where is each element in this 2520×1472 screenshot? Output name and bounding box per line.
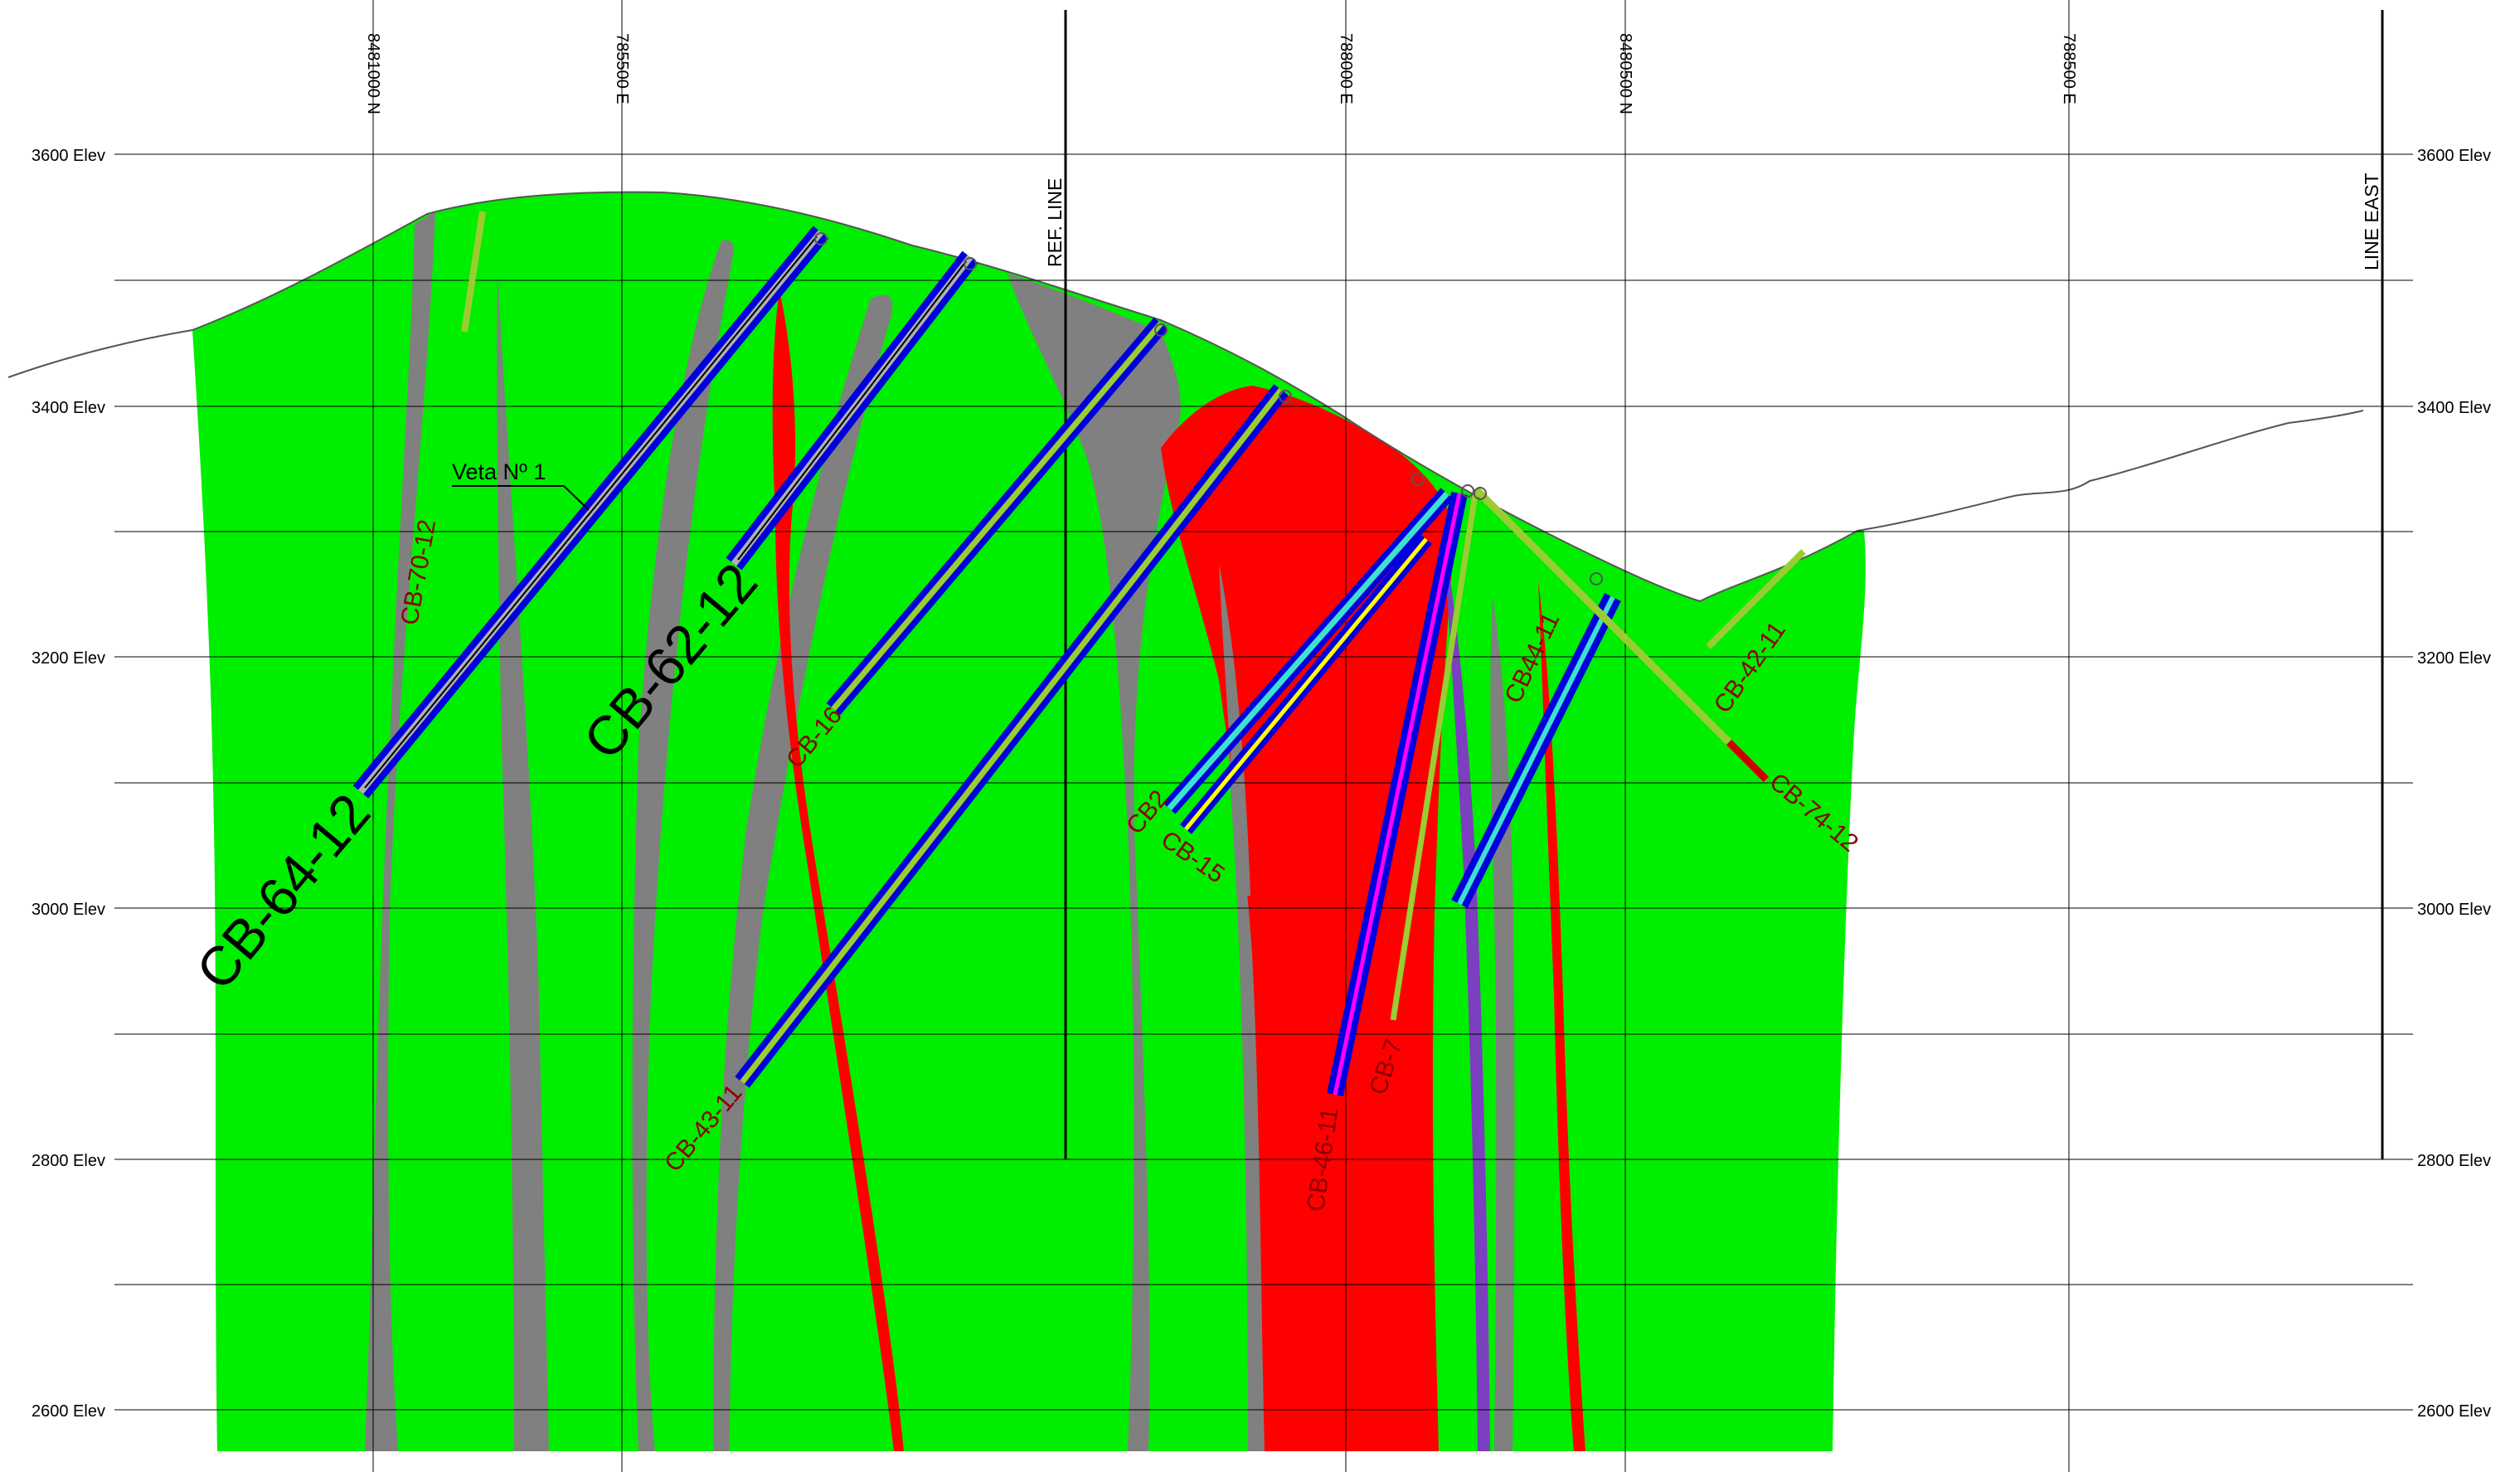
vein-label: Veta Nº 1 [452, 459, 546, 484]
grid-label-788500e: 788500 E [2060, 33, 2078, 104]
elev-label-3200-left: 3200 Elev [32, 649, 105, 668]
grid-label-788000e: 788000 E [1337, 33, 1355, 104]
drill-hole-cb74 [1473, 486, 1770, 783]
grid-label-785500e: 785500 E [613, 33, 631, 104]
elev-label-3400-left: 3400 Elev [32, 399, 105, 417]
drill-hole-cb42 [1706, 549, 1806, 649]
elev-label-3600-left: 3600 Elev [32, 147, 105, 165]
elev-label-3000-right: 3000 Elev [2417, 901, 2491, 919]
elev-label-3400-right: 3400 Elev [2417, 399, 2491, 417]
line-east-label: LINE EAST [2361, 172, 2382, 270]
drill-hole-cb70 [461, 211, 486, 333]
grid-label-8481000n: 8481000 N [364, 33, 382, 114]
dike-4 [713, 295, 893, 1451]
red-vein-2 [1538, 581, 1585, 1451]
elev-label-3600-right: 3600 Elev [2417, 147, 2491, 165]
elev-label-2600-left: 2600 Elev [32, 1402, 105, 1421]
dike-1 [365, 211, 435, 1451]
elev-label-2800-right: 2800 Elev [2417, 1152, 2491, 1170]
ref-line-label: REF. LINE [1044, 178, 1066, 267]
host-rock-body [192, 192, 1866, 1451]
elevation-ticks [114, 153, 124, 1411]
elev-label-2800-left: 2800 Elev [32, 1152, 105, 1170]
elev-label-3200-right: 3200 Elev [2417, 649, 2491, 668]
purple-vein [1443, 531, 1490, 1451]
elev-label-2600-right: 2600 Elev [2417, 1402, 2491, 1421]
mineralized-zone [1161, 386, 1455, 1451]
drill-hole-cb7 [1390, 488, 1479, 1021]
grid-label-8480500n: 8480500 N [1616, 33, 1634, 114]
elev-label-3000-left: 3000 Elev [32, 901, 105, 919]
dike-2 [497, 274, 549, 1451]
drill-holes [352, 211, 1806, 1097]
dike-3 [632, 240, 734, 1452]
topography-line [7, 191, 2364, 603]
